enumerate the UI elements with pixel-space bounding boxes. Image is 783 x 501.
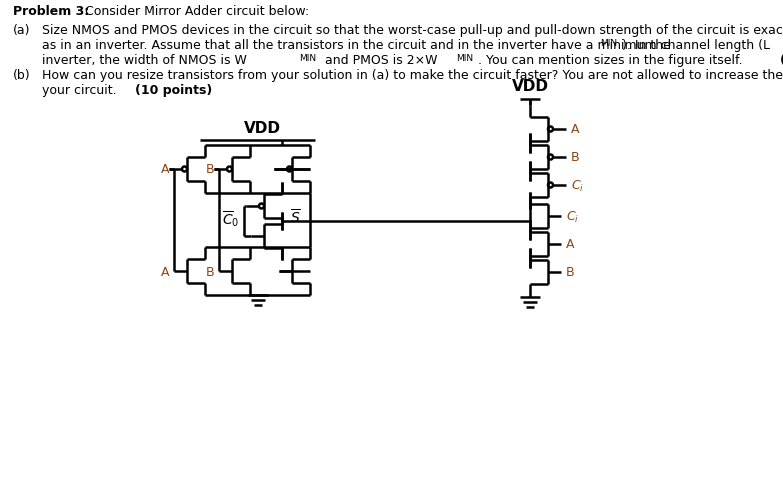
Text: $C_i$: $C_i$	[571, 178, 584, 193]
Text: and PMOS is 2×W: and PMOS is 2×W	[321, 54, 438, 67]
Text: ). In the: ). In the	[622, 39, 671, 52]
Text: inverter, the width of NMOS is W: inverter, the width of NMOS is W	[42, 54, 247, 67]
Text: How can you resize transistors from your solution in (a) to make the circuit fas: How can you resize transistors from your…	[42, 69, 783, 82]
Text: B: B	[571, 151, 579, 164]
Text: VDD: VDD	[244, 121, 281, 136]
Text: B: B	[566, 266, 575, 279]
Text: (b): (b)	[13, 69, 31, 82]
Text: (10 points): (10 points)	[135, 84, 212, 97]
Text: Problem 3:: Problem 3:	[13, 5, 89, 18]
Text: $C_i$: $C_i$	[566, 209, 579, 224]
Text: $\overline{S}$: $\overline{S}$	[290, 207, 301, 225]
Text: . You can mention sizes in the figure itself.: . You can mention sizes in the figure it…	[478, 54, 747, 67]
Text: $\overline{C}_0$: $\overline{C}_0$	[222, 208, 239, 228]
Text: as in an inverter. Assume that all the transistors in the circuit and in the inv: as in an inverter. Assume that all the t…	[42, 39, 770, 52]
Text: VDD: VDD	[511, 79, 549, 94]
Text: Size NMOS and PMOS devices in the circuit so that the worst-case pull-up and pul: Size NMOS and PMOS devices in the circui…	[42, 24, 783, 37]
Text: MIN: MIN	[299, 54, 316, 63]
Text: A: A	[566, 238, 575, 251]
Text: B: B	[205, 163, 214, 176]
Text: B: B	[205, 265, 214, 278]
Text: A: A	[161, 265, 169, 278]
Text: MIN: MIN	[600, 39, 617, 48]
Text: Consider Mirror Adder circuit below:: Consider Mirror Adder circuit below:	[81, 5, 309, 18]
Text: A: A	[161, 163, 169, 176]
Text: (10 points): (10 points)	[780, 54, 783, 67]
Text: MIN: MIN	[456, 54, 473, 63]
Text: A: A	[571, 123, 579, 136]
Text: your circuit.: your circuit.	[42, 84, 121, 97]
Text: (a): (a)	[13, 24, 31, 37]
